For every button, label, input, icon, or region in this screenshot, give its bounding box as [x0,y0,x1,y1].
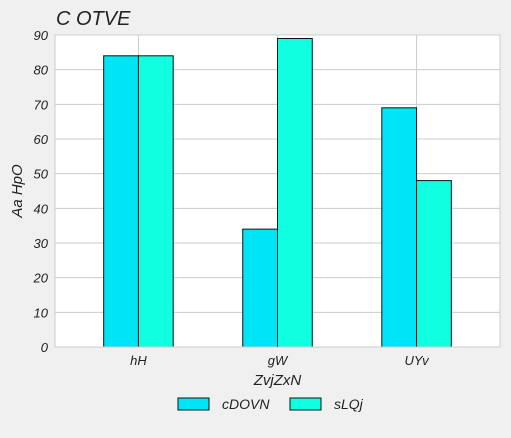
x-tick-label: hH [130,353,147,368]
x-tick-label: UYv [405,353,431,368]
bar [381,107,418,348]
legend-label: cDOVN [222,396,270,412]
bars [103,37,452,348]
y-tick-label: 60 [34,132,49,147]
y-tick-label: 50 [34,167,49,182]
y-tick-label: 0 [41,340,49,355]
x-axis-ticks: hH gW UYv [130,353,430,368]
legend-swatch [289,397,322,411]
legend: cDOVN sLQj [177,396,364,412]
bar [137,55,174,348]
chart-title: C OTVE [56,8,131,30]
bar [416,180,452,348]
bar [242,228,278,348]
y-tick-label: 70 [34,97,49,112]
y-tick-label: 90 [34,28,49,43]
y-tick-label: 40 [34,201,49,216]
bar [277,37,313,348]
bar [103,55,139,348]
plot-frame [54,34,501,348]
y-axis-ticks: 0 10 20 30 40 50 60 70 80 90 [33,28,49,355]
x-axis-label: ZvjZxN [253,372,302,389]
y-tick-label: 30 [34,236,49,251]
legend-label: sLQj [334,396,364,412]
y-axis-label: Aa HpO [9,164,26,219]
legend-swatch [177,397,210,411]
y-tick-label: 10 [34,305,49,320]
y-tick-label: 20 [33,271,49,286]
x-tick-label: gW [268,353,289,368]
y-tick-label: 80 [34,63,49,78]
